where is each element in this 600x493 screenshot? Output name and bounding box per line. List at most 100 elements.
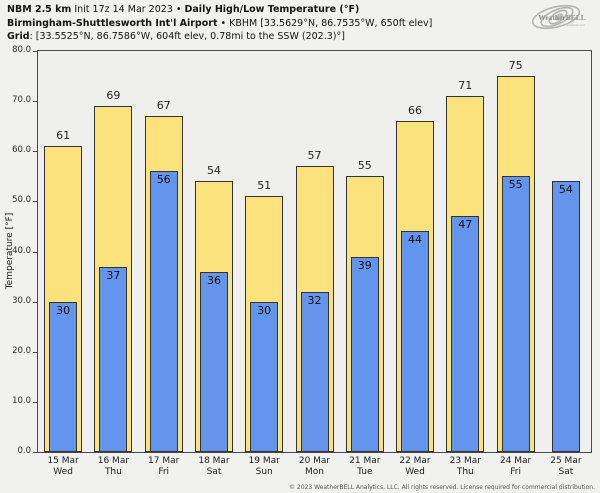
y-tick-label: 80.0 [12, 45, 31, 55]
low-bar-value: 54 [558, 183, 573, 197]
x-tick-label: 22 Mar Wed [384, 456, 446, 478]
x-tick-weekday: Wed [53, 467, 73, 477]
high-bar-value: 69 [106, 89, 121, 103]
x-tick-label: 15 Mar Wed [32, 456, 94, 478]
y-tick-label: 40.0 [12, 245, 31, 256]
low-bar: 44 [401, 231, 429, 452]
x-tick-date: 25 Mar [550, 456, 582, 466]
x-tick-weekday: Sat [558, 467, 574, 477]
y-tick-label: 70.0 [12, 95, 31, 106]
x-tick-label: 16 Mar Thu [82, 456, 144, 478]
low-bar: 55 [501, 176, 530, 452]
station-coords: • KBHM [33.5629°N, 86.7535°W, 650ft elev… [217, 17, 433, 29]
low-bar-value: 39 [357, 258, 372, 272]
x-tick-label: 24 Mar Fri [485, 456, 547, 478]
low-bar: 30 [250, 301, 279, 452]
low-bar-value: 32 [307, 293, 322, 307]
x-tick-weekday: Tue [357, 467, 373, 477]
low-bar: 56 [149, 171, 178, 452]
y-tick-mark [33, 351, 37, 353]
title-line-1: NBM 2.5 km Init 17z 14 Mar 2023 • Daily … [7, 3, 359, 17]
x-tick-weekday: Fri [158, 467, 170, 477]
y-tick-mark [33, 251, 37, 253]
y-tick-label: 0.0 [17, 446, 31, 456]
y-tick-label: 20.0 [12, 345, 31, 356]
x-tick-label: 23 Mar Thu [434, 456, 496, 478]
x-tick-label: 17 Mar Fri [133, 456, 195, 478]
high-bar-value: 61 [56, 129, 71, 143]
low-bar-value: 55 [508, 178, 523, 192]
high-bar-value: 51 [257, 179, 272, 193]
y-tick-label: 60.0 [12, 145, 31, 156]
high-bar-value: 67 [156, 99, 171, 113]
y-tick-mark [33, 101, 37, 103]
low-bar-value: 47 [458, 218, 473, 232]
high-bar-value: 57 [307, 149, 322, 163]
high-bar-value: 55 [357, 159, 372, 173]
logo-swirl-icon: WeatherBELL Analytics LLC [531, 4, 586, 30]
x-tick-date: 22 Mar [399, 456, 431, 466]
y-tick-mark [33, 301, 37, 303]
plot-area: 61 30 69 37 67 56 54 36 51 30 57 32 55 39 66 44 71 47 75 55… [37, 50, 592, 453]
x-tick-date: 20 Mar [298, 456, 331, 466]
low-bar-value: 36 [207, 273, 221, 287]
x-tick-weekday: Wed [405, 467, 425, 477]
low-bar-value: 44 [408, 233, 422, 247]
y-tick-mark [33, 201, 37, 203]
low-bar: 37 [99, 266, 128, 452]
model-name: NBM 2.5 km [7, 4, 72, 15]
x-tick-date: 24 Mar [499, 456, 532, 466]
title-line-3: Grid: [33.5525°N, 86.7586°W, 604ft elev,… [7, 30, 345, 44]
x-tick-label: 21 Mar Tue [334, 456, 396, 478]
x-tick-date: 18 Mar [198, 456, 230, 466]
low-bar: 47 [451, 216, 480, 452]
y-tick-mark [33, 452, 37, 453]
low-bar-value: 56 [156, 173, 171, 187]
grid-coords: : [33.5525°N, 86.7586°W, 604ft elev, 0.7… [29, 31, 345, 42]
y-tick-label: 30.0 [12, 295, 31, 306]
y-tick-mark [33, 401, 37, 403]
x-tick-weekday: Thu [456, 467, 474, 477]
high-bar-value: 75 [508, 59, 523, 73]
logo-sub-text: Analytics LLC [567, 23, 586, 27]
x-tick-date: 16 Mar [97, 456, 130, 466]
x-tick-date: 23 Mar [449, 456, 481, 466]
y-tick-label: 10.0 [12, 395, 31, 406]
low-bar-value: 37 [106, 268, 121, 282]
low-bar: 36 [200, 271, 228, 452]
high-bar-value: 54 [207, 164, 221, 178]
x-tick-label: 19 Mar Sun [233, 456, 295, 478]
x-tick-date: 17 Mar [148, 456, 180, 466]
y-tick-mark [33, 151, 37, 153]
low-bar: 39 [350, 256, 379, 452]
x-tick-weekday: Sun [255, 467, 273, 477]
high-bar-value: 71 [458, 79, 473, 93]
chart-title: Daily High/Low Temperature (°F) [184, 4, 360, 15]
station-name: Birmingham-Shuttlesworth Int'l Airport [7, 17, 218, 29]
title-line-2: Birmingham-Shuttlesworth Int'l Airport •… [7, 17, 432, 31]
x-tick-weekday: Sat [206, 467, 222, 477]
x-tick-weekday: Thu [104, 467, 122, 477]
low-bar: 54 [551, 181, 580, 452]
high-bar-value: 66 [408, 104, 422, 118]
low-bar-value: 30 [56, 303, 71, 317]
y-tick-mark [33, 51, 37, 52]
low-bar: 30 [49, 301, 78, 452]
x-tick-label: 18 Mar Sat [183, 456, 245, 478]
x-tick-weekday: Fri [510, 467, 521, 477]
low-bar: 32 [300, 291, 329, 452]
copyright-notice: © 2023 WeatherBELL Analytics, LLC. All r… [289, 484, 595, 491]
low-bar-value: 30 [257, 303, 272, 317]
y-tick-label: 50.0 [12, 195, 31, 206]
x-tick-label: 25 Mar Sat [535, 456, 597, 478]
x-tick-weekday: Mon [305, 467, 324, 477]
logo-brand-text: WeatherBELL [538, 13, 586, 22]
x-tick-date: 15 Mar [47, 456, 79, 466]
grid-label: Grid [7, 31, 30, 42]
weatherbell-logo: WeatherBELL Analytics LLC [526, 1, 592, 37]
x-tick-date: 21 Mar [349, 456, 381, 466]
x-tick-label: 20 Mar Mon [284, 456, 346, 478]
init-time: Init 17z 14 Mar 2023 • [71, 4, 185, 15]
x-tick-date: 19 Mar [248, 456, 280, 466]
